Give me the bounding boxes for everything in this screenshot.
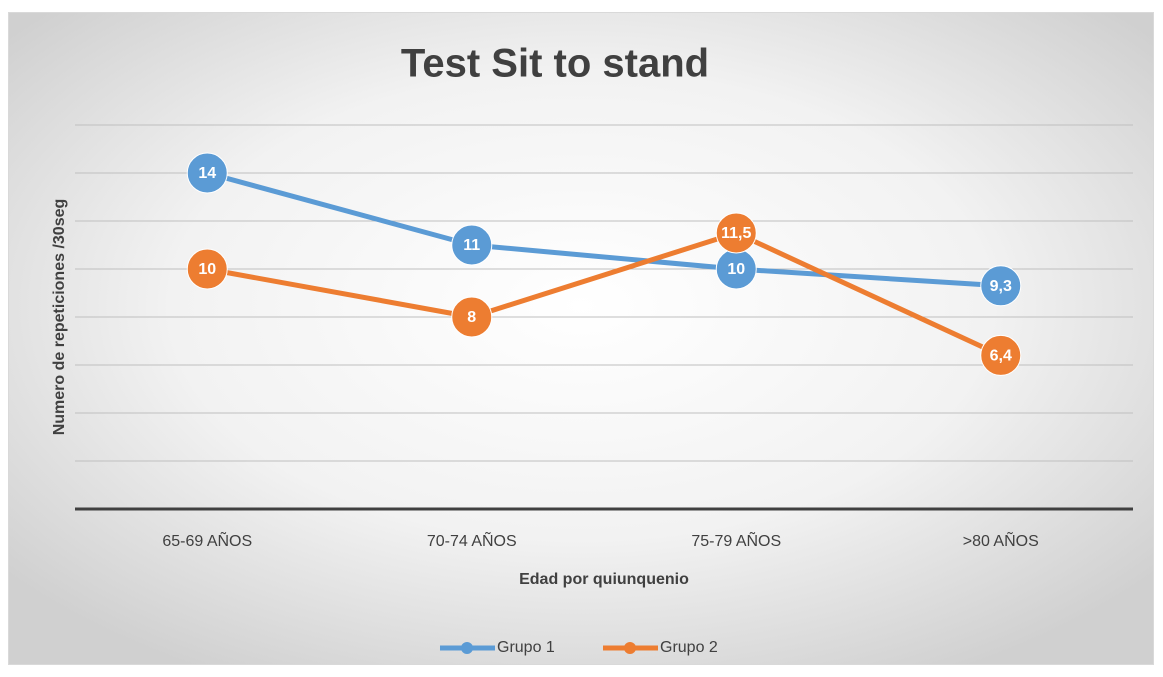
data-point (451, 224, 493, 266)
data-label: 8 (467, 309, 476, 326)
data-label: 11 (463, 237, 480, 254)
data-point (980, 265, 1022, 307)
data-point (186, 152, 228, 194)
data-point (715, 212, 757, 254)
chart-title: Test Sit to stand (401, 42, 709, 86)
x-axis-title: Edad por quiunquenio (519, 571, 689, 588)
data-label: 6,4 (990, 348, 1012, 365)
y-axis-title: Numero de repeticiones /30seg (51, 199, 68, 436)
data-point (451, 296, 493, 338)
x-tick-label: 70-74 AÑOS (427, 530, 517, 550)
legend-label: Grupo 2 (660, 639, 718, 656)
legend-marker (461, 642, 473, 654)
data-label: 10 (727, 261, 745, 278)
legend-marker (624, 642, 636, 654)
data-label: 14 (198, 165, 216, 182)
x-tick-label: 75-79 AÑOS (691, 530, 781, 550)
chart-background (8, 12, 1154, 665)
data-label: 10 (198, 261, 216, 278)
data-point (980, 334, 1022, 376)
series-line (206, 170, 1001, 289)
data-label: 11,5 (721, 225, 751, 242)
data-point (186, 248, 228, 290)
series-line (206, 230, 1002, 358)
x-tick-label: >80 AÑOS (963, 530, 1039, 550)
x-tick-label: 65-69 AÑOS (162, 530, 252, 550)
data-label: 9,3 (990, 278, 1012, 295)
legend-label: Grupo 1 (497, 639, 555, 656)
